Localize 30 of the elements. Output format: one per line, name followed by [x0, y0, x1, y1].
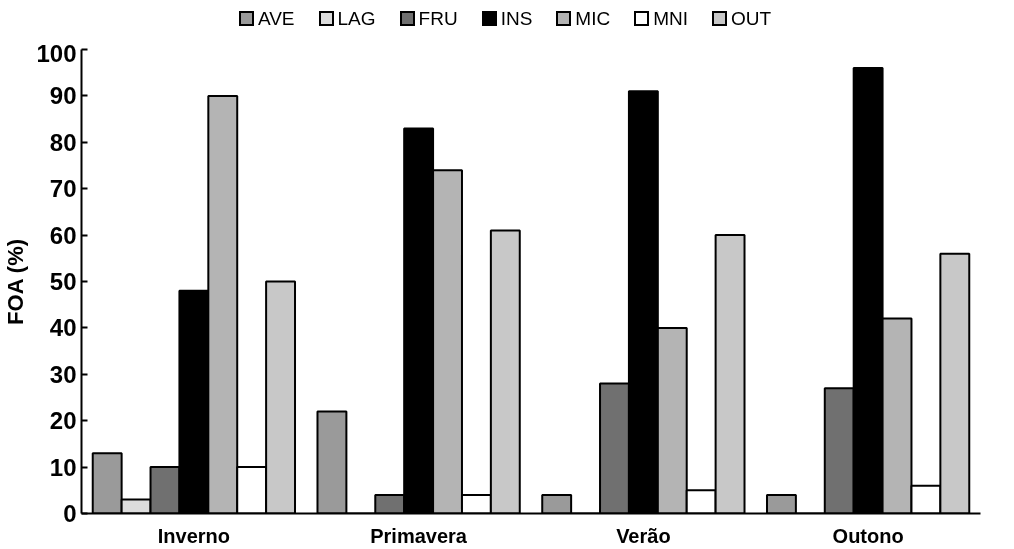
x-tick-label: Primavera: [370, 524, 468, 547]
x-tick-label: Outono: [832, 524, 904, 547]
legend-item: MNI: [634, 5, 688, 33]
y-tick-label: 0: [63, 500, 77, 527]
y-tick-label: 90: [49, 82, 77, 110]
y-tick-label: 30: [49, 360, 77, 388]
y-tick-label: 50: [49, 268, 77, 295]
x-tick-label: Verão: [616, 524, 671, 547]
legend-label: OUT: [730, 7, 772, 31]
y-axis-title: FOA (%): [3, 238, 29, 325]
y-tick-label: 60: [49, 221, 77, 249]
legend-label: LAG: [337, 7, 376, 31]
legend-item: LAG: [318, 5, 376, 33]
y-tick-label: 80: [49, 128, 77, 156]
y-tick-label: 40: [49, 314, 77, 342]
y-tick-label: 100: [36, 39, 77, 67]
legend-item: MIC: [556, 5, 611, 33]
legend-label: MNI: [653, 7, 688, 31]
legend-item: INS: [481, 5, 533, 33]
legend-label: MIC: [575, 7, 611, 31]
legend-label: FRU: [418, 7, 458, 31]
y-tick-label: 20: [49, 407, 77, 435]
legend-item: FRU: [399, 5, 458, 33]
y-tick-label: 10: [49, 453, 77, 481]
y-tick-label: 70: [49, 175, 77, 203]
legend-label: INS: [500, 7, 533, 31]
legend-item: AVE: [238, 5, 295, 33]
x-tick-label: Inverno: [157, 524, 231, 547]
legend-item: OUT: [711, 5, 772, 33]
legend-label: AVE: [257, 7, 295, 31]
